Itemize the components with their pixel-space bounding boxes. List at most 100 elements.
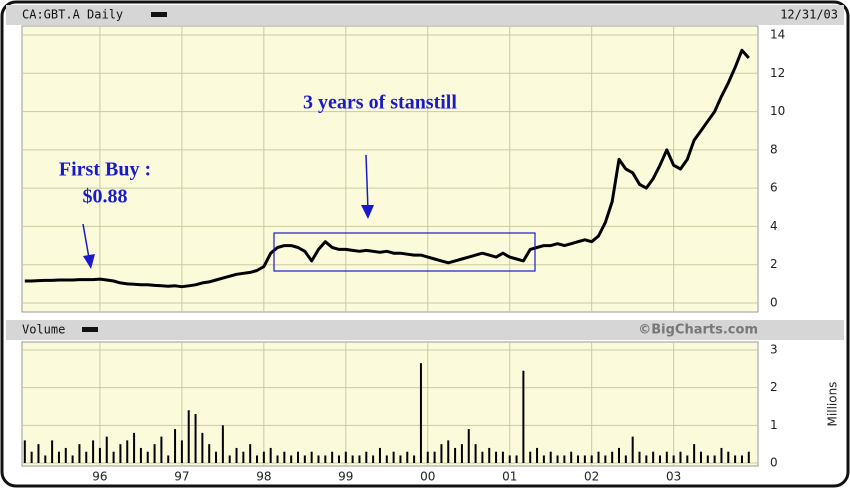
volume-bar — [269, 447, 272, 463]
x-tick-label: 01 — [502, 470, 517, 484]
volume-bar — [64, 447, 67, 463]
volume-bar — [160, 436, 163, 463]
volume-bar — [262, 451, 265, 463]
volume-bar — [556, 455, 559, 463]
volume-bar — [515, 455, 518, 463]
first-buy-price: $0.88 — [83, 186, 128, 208]
volume-bar — [365, 451, 368, 463]
volume-title: Volume — [22, 323, 65, 337]
first-buy-note: First Buy : — [59, 159, 151, 181]
volume-bar — [324, 455, 327, 463]
volume-bar — [85, 451, 88, 463]
volume-bar — [256, 455, 259, 463]
volume-bar — [631, 436, 634, 463]
volume-bar — [167, 455, 170, 463]
volume-bar — [201, 432, 204, 463]
volume-bar — [454, 447, 457, 463]
volume-bar — [290, 455, 293, 463]
volume-bar — [686, 455, 689, 463]
volume-bar — [126, 440, 129, 463]
volume-bar — [51, 440, 54, 463]
volume-bar — [399, 455, 402, 463]
arrow — [82, 223, 90, 259]
x-tick-label: 96 — [92, 470, 107, 484]
volume-bar — [92, 440, 95, 463]
volume-bar — [406, 451, 409, 463]
volume-bar — [577, 455, 580, 463]
volume-bar — [98, 447, 101, 463]
date: 12/31/03 — [780, 8, 838, 22]
standstill-box — [273, 232, 536, 272]
volume-bar — [713, 455, 716, 463]
volume-bar — [44, 455, 47, 463]
volume-bar — [720, 447, 723, 463]
volume-bar — [344, 451, 347, 463]
volume-bar — [413, 455, 416, 463]
volume-bar — [392, 451, 395, 463]
volume-bar — [112, 451, 115, 463]
volume-bar — [235, 447, 238, 463]
volume-bar — [133, 432, 136, 463]
volume-bar — [297, 451, 299, 463]
y-tick-label: 14 — [770, 28, 785, 42]
volume-bar — [303, 455, 306, 463]
volume-bar — [372, 455, 375, 463]
volume-bar — [174, 429, 177, 463]
volume-bar — [71, 455, 74, 463]
y-tick-label: 12 — [770, 66, 785, 80]
volume-bar — [310, 451, 313, 463]
volume-bar — [317, 455, 320, 463]
y-tick-label: 2 — [770, 380, 778, 394]
volume-bar — [139, 447, 142, 463]
volume-bar — [119, 444, 122, 463]
volume-bar — [693, 444, 696, 463]
volume-bar — [508, 455, 511, 463]
volume-bar — [597, 451, 600, 463]
volume-bar — [78, 444, 81, 463]
volume-bar — [740, 455, 743, 463]
volume-bar — [6, 320, 844, 340]
volume-bar — [23, 440, 26, 463]
volume-bar — [447, 440, 450, 463]
volume-bar — [351, 455, 354, 463]
volume-bar — [624, 455, 627, 463]
volume-bar — [105, 436, 108, 463]
volume-bar — [652, 451, 655, 463]
x-tick-label: 98 — [256, 470, 271, 484]
volume-bar — [57, 451, 60, 463]
y-axis-label: Millions — [826, 382, 840, 427]
volume-bar — [529, 451, 532, 463]
volume-bar — [542, 455, 545, 463]
y-tick-label: 0 — [770, 456, 778, 470]
volume-bar — [30, 451, 33, 463]
volume-bar — [590, 455, 593, 463]
menu-icon — [151, 12, 167, 17]
y-tick-label: 6 — [770, 181, 778, 195]
x-tick-label: 97 — [174, 470, 189, 484]
volume-bar — [672, 455, 675, 463]
volume-bar — [495, 451, 498, 463]
volume-bar — [249, 444, 252, 463]
x-tick-label: 99 — [338, 470, 353, 484]
volume-bar — [679, 451, 682, 463]
volume-bar — [283, 451, 286, 463]
credit: ©BigCharts.com — [638, 323, 758, 338]
volume-plot — [21, 341, 759, 467]
menu-icon — [82, 327, 98, 332]
volume-bar — [665, 451, 668, 463]
volume-bar — [433, 451, 436, 463]
volume-bar — [146, 451, 149, 463]
header-bar — [6, 5, 844, 25]
y-tick-label: 0 — [770, 296, 778, 310]
volume-bar — [180, 440, 183, 463]
volume-bar — [37, 444, 40, 463]
volume-bar — [522, 370, 525, 463]
volume-bar — [706, 455, 709, 463]
y-tick-label: 1 — [770, 418, 778, 432]
arrowhead — [83, 254, 95, 269]
arrowhead — [361, 205, 374, 219]
volume-bar — [747, 451, 750, 463]
volume-bar — [474, 444, 477, 463]
volume-bar — [242, 451, 245, 463]
